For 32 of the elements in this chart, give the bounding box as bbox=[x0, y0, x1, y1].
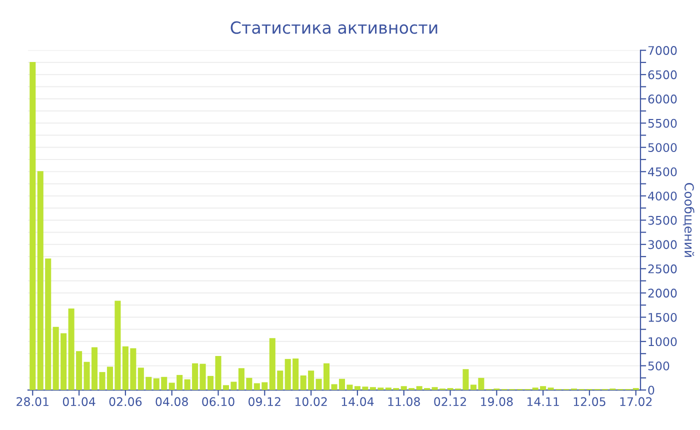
y-tick-label: 6500 bbox=[648, 70, 677, 80]
y-tick-label: 1000 bbox=[648, 337, 677, 346]
bar bbox=[30, 62, 36, 390]
x-tick-label: 28.01 bbox=[16, 397, 48, 406]
chart-title: Статистика активности bbox=[230, 21, 438, 34]
x-tick-label: 06.10 bbox=[202, 397, 234, 406]
y-tick-label: 2000 bbox=[648, 288, 677, 298]
x-tick-label: 04.08 bbox=[156, 397, 188, 406]
x-tick-label: 14.04 bbox=[342, 397, 374, 406]
y-tick-label: 3000 bbox=[648, 240, 677, 250]
x-tick-label: 14.11 bbox=[527, 397, 559, 406]
x-tick-label: 09.12 bbox=[248, 397, 280, 406]
y-axis-title: Сообщений bbox=[682, 183, 694, 257]
x-tick-label: 02.12 bbox=[434, 397, 466, 406]
x-tick-label: 10.02 bbox=[295, 397, 327, 406]
y-tick-label: 5500 bbox=[648, 118, 677, 128]
y-tick-label: 1500 bbox=[648, 312, 677, 322]
y-tick-label: 4500 bbox=[648, 167, 677, 176]
x-tick-label: 17.02 bbox=[620, 397, 652, 406]
x-tick-label: 01.04 bbox=[62, 397, 96, 406]
y-tick-label: 500 bbox=[648, 361, 670, 370]
x-tick-label: 11.08 bbox=[388, 397, 420, 406]
y-tick-label: 4000 bbox=[648, 192, 677, 201]
x-tick-label: 12.05 bbox=[574, 397, 606, 406]
y-tick-label: 3500 bbox=[648, 216, 677, 225]
y-tick-label: 7000 bbox=[648, 46, 677, 55]
x-tick-label: 02.06 bbox=[109, 397, 142, 406]
y-tick-label: 6000 bbox=[648, 94, 677, 104]
y-tick-label: 0 bbox=[648, 386, 654, 395]
y-tick-label: 5000 bbox=[648, 143, 677, 152]
x-tick-label: 19.08 bbox=[481, 397, 513, 406]
y-tick-label: 2500 bbox=[648, 264, 677, 274]
